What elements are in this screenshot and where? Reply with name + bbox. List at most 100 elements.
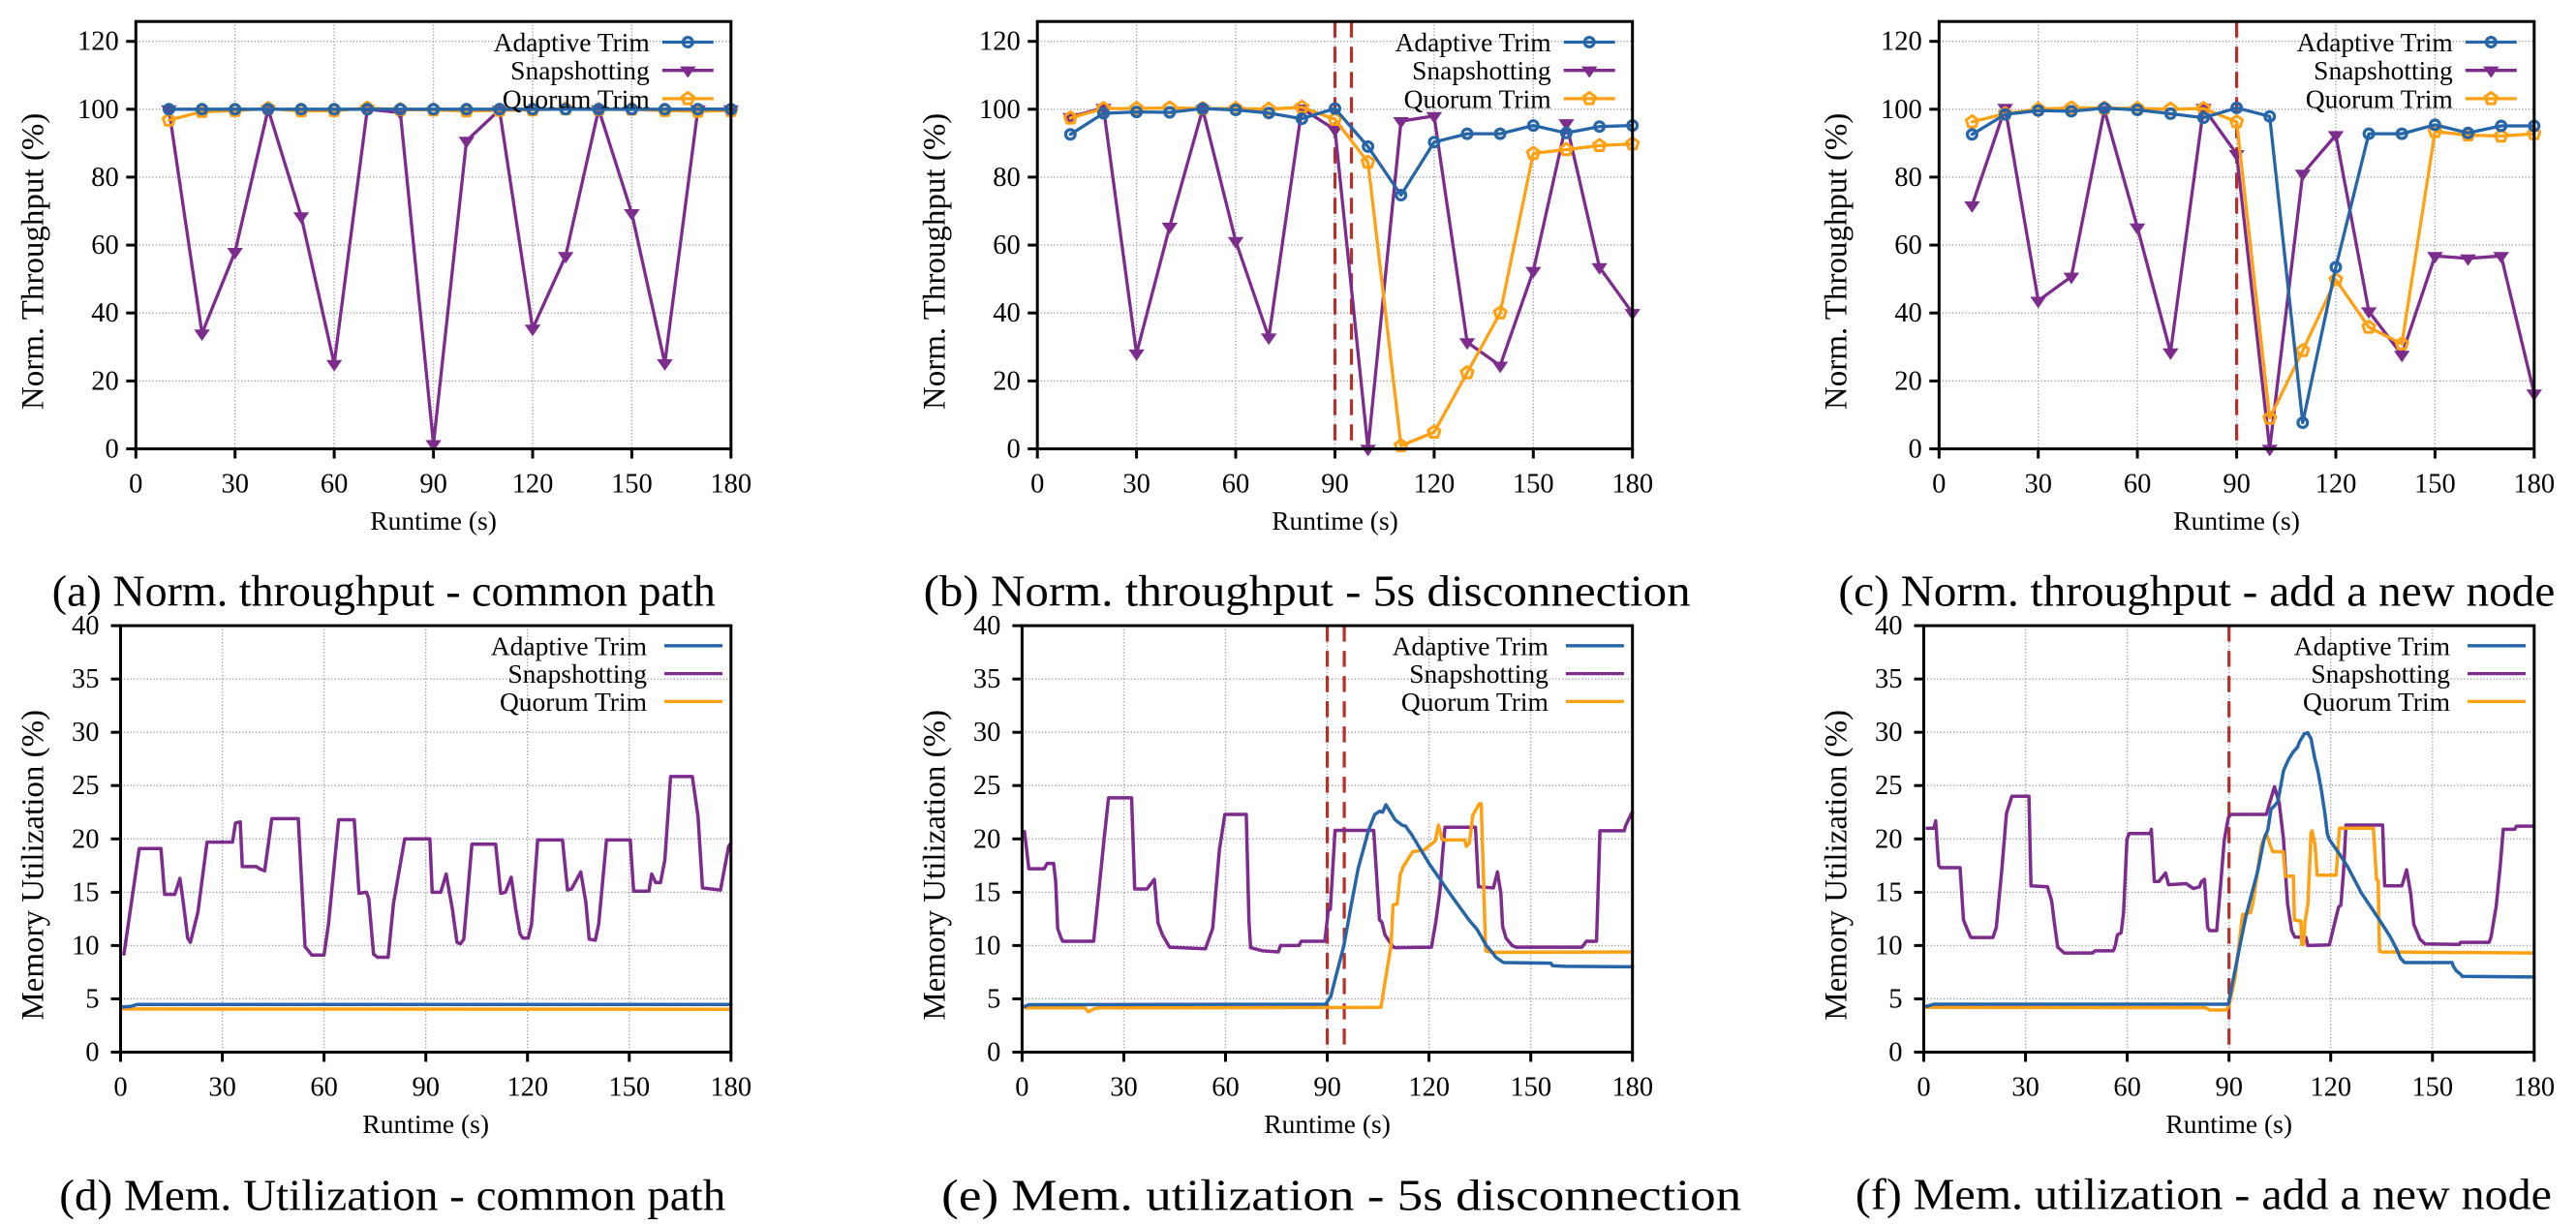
svg-text:120: 120 (77, 27, 119, 57)
svg-text:Snapshotting: Snapshotting (2311, 658, 2450, 689)
svg-text:150: 150 (1510, 1073, 1551, 1103)
svg-text:40: 40 (1875, 611, 1903, 641)
svg-text:60: 60 (91, 230, 119, 260)
svg-text:120: 120 (506, 1073, 548, 1103)
svg-text:15: 15 (973, 877, 1001, 907)
svg-text:Runtime (s): Runtime (s) (1272, 505, 1398, 536)
svg-text:Adaptive Trim: Adaptive Trim (494, 27, 650, 57)
svg-text:Adaptive Trim: Adaptive Trim (2297, 27, 2453, 57)
svg-text:Memory Utilization (%): Memory Utilization (%) (1820, 710, 1855, 1021)
svg-text:60: 60 (2124, 470, 2152, 500)
svg-text:100: 100 (1881, 95, 1922, 125)
svg-text:20: 20 (1894, 366, 1922, 396)
svg-text:0: 0 (85, 1038, 99, 1068)
svg-text:(f) Mem. utilization - add a n: (f) Mem. utilization - add a new node (1855, 1170, 2552, 1219)
svg-text:60: 60 (2113, 1073, 2141, 1103)
svg-text:Runtime (s): Runtime (s) (2165, 1109, 2292, 1139)
svg-text:20: 20 (1875, 824, 1903, 854)
svg-text:Runtime (s): Runtime (s) (362, 1109, 489, 1139)
svg-text:0: 0 (1909, 435, 1922, 465)
svg-text:25: 25 (1875, 771, 1903, 801)
svg-text:Adaptive Trim: Adaptive Trim (1393, 630, 1549, 660)
svg-text:Snapshotting: Snapshotting (1409, 658, 1549, 689)
svg-text:0: 0 (113, 1073, 127, 1103)
svg-text:120: 120 (2315, 470, 2357, 500)
svg-text:(a) Norm. throughput - common: (a) Norm. throughput - common path (52, 567, 716, 616)
svg-text:25: 25 (72, 771, 100, 801)
svg-text:150: 150 (2411, 1073, 2453, 1103)
svg-text:30: 30 (2024, 470, 2052, 500)
svg-text:Norm. Throughput (%): Norm. Throughput (%) (1820, 113, 1855, 410)
svg-text:30: 30 (1110, 1073, 1138, 1103)
svg-text:0: 0 (1030, 470, 1044, 500)
svg-text:30: 30 (72, 718, 100, 748)
svg-text:Quorum Trim: Quorum Trim (1404, 83, 1551, 113)
svg-text:0: 0 (1917, 1073, 1930, 1103)
svg-text:180: 180 (1611, 470, 1653, 500)
svg-text:40: 40 (1894, 298, 1922, 328)
svg-text:90: 90 (1321, 470, 1349, 500)
svg-text:40: 40 (91, 298, 119, 328)
svg-text:20: 20 (91, 366, 119, 396)
svg-text:30: 30 (1875, 718, 1903, 748)
svg-text:60: 60 (310, 1073, 338, 1103)
svg-text:30: 30 (208, 1073, 236, 1103)
svg-text:25: 25 (973, 771, 1001, 801)
svg-text:5: 5 (1888, 985, 1902, 1015)
svg-text:Quorum Trim: Quorum Trim (2306, 83, 2453, 113)
svg-text:90: 90 (2223, 470, 2251, 500)
svg-text:90: 90 (419, 470, 447, 500)
svg-text:100: 100 (979, 95, 1021, 125)
svg-text:150: 150 (1513, 470, 1554, 500)
svg-text:10: 10 (72, 931, 100, 961)
svg-text:90: 90 (2215, 1073, 2243, 1103)
svg-text:Adaptive Trim: Adaptive Trim (491, 630, 647, 660)
svg-text:90: 90 (412, 1073, 440, 1103)
svg-text:(b) Norm. throughput - 5s disc: (b) Norm. throughput - 5s disconnection (924, 567, 1691, 616)
svg-text:0: 0 (129, 470, 142, 500)
svg-text:120: 120 (1414, 470, 1456, 500)
svg-text:Snapshotting: Snapshotting (1412, 55, 1551, 85)
svg-text:Norm. Throughput (%): Norm. Throughput (%) (16, 113, 51, 410)
svg-text:180: 180 (2513, 470, 2555, 500)
svg-text:180: 180 (1611, 1073, 1653, 1103)
svg-text:60: 60 (1222, 470, 1250, 500)
svg-text:Snapshotting: Snapshotting (2314, 55, 2453, 85)
svg-text:0: 0 (987, 1038, 1000, 1068)
svg-text:20: 20 (72, 824, 100, 854)
svg-text:Quorum Trim: Quorum Trim (2303, 687, 2450, 717)
svg-text:Quorum Trim: Quorum Trim (500, 687, 647, 717)
svg-text:20: 20 (993, 366, 1021, 396)
svg-text:15: 15 (1875, 877, 1903, 907)
svg-text:40: 40 (72, 611, 100, 641)
svg-text:150: 150 (608, 1073, 650, 1103)
svg-text:30: 30 (1122, 470, 1150, 500)
svg-text:120: 120 (1408, 1073, 1450, 1103)
svg-text:(e) Mem. utilization - 5s disc: (e) Mem. utilization - 5s disconnection (941, 1170, 1741, 1219)
svg-text:35: 35 (72, 664, 100, 694)
svg-text:Adaptive Trim: Adaptive Trim (1395, 27, 1550, 57)
svg-text:30: 30 (973, 718, 1001, 748)
svg-text:60: 60 (1894, 230, 1922, 260)
svg-text:0: 0 (106, 435, 119, 465)
svg-text:0: 0 (1888, 1038, 1902, 1068)
svg-text:Runtime (s): Runtime (s) (370, 505, 497, 536)
svg-text:Runtime (s): Runtime (s) (2173, 505, 2300, 536)
svg-text:80: 80 (91, 163, 119, 193)
svg-text:90: 90 (1313, 1073, 1341, 1103)
svg-text:Runtime (s): Runtime (s) (1264, 1109, 1391, 1139)
svg-text:Memory Utilization (%): Memory Utilization (%) (917, 710, 952, 1021)
svg-text:Norm. Throughput (%): Norm. Throughput (%) (917, 113, 952, 410)
svg-text:60: 60 (321, 470, 349, 500)
svg-text:Snapshotting: Snapshotting (507, 658, 647, 689)
svg-text:30: 30 (2011, 1073, 2039, 1103)
svg-text:Adaptive Trim: Adaptive Trim (2294, 630, 2450, 660)
svg-text:(d) Mem. Utilization - common: (d) Mem. Utilization - common path (59, 1170, 725, 1219)
svg-text:150: 150 (2414, 470, 2456, 500)
svg-text:40: 40 (973, 611, 1001, 641)
svg-text:Snapshotting: Snapshotting (510, 55, 650, 85)
svg-text:60: 60 (1211, 1073, 1240, 1103)
svg-text:120: 120 (979, 27, 1021, 57)
svg-text:150: 150 (611, 470, 653, 500)
svg-text:80: 80 (1894, 163, 1922, 193)
